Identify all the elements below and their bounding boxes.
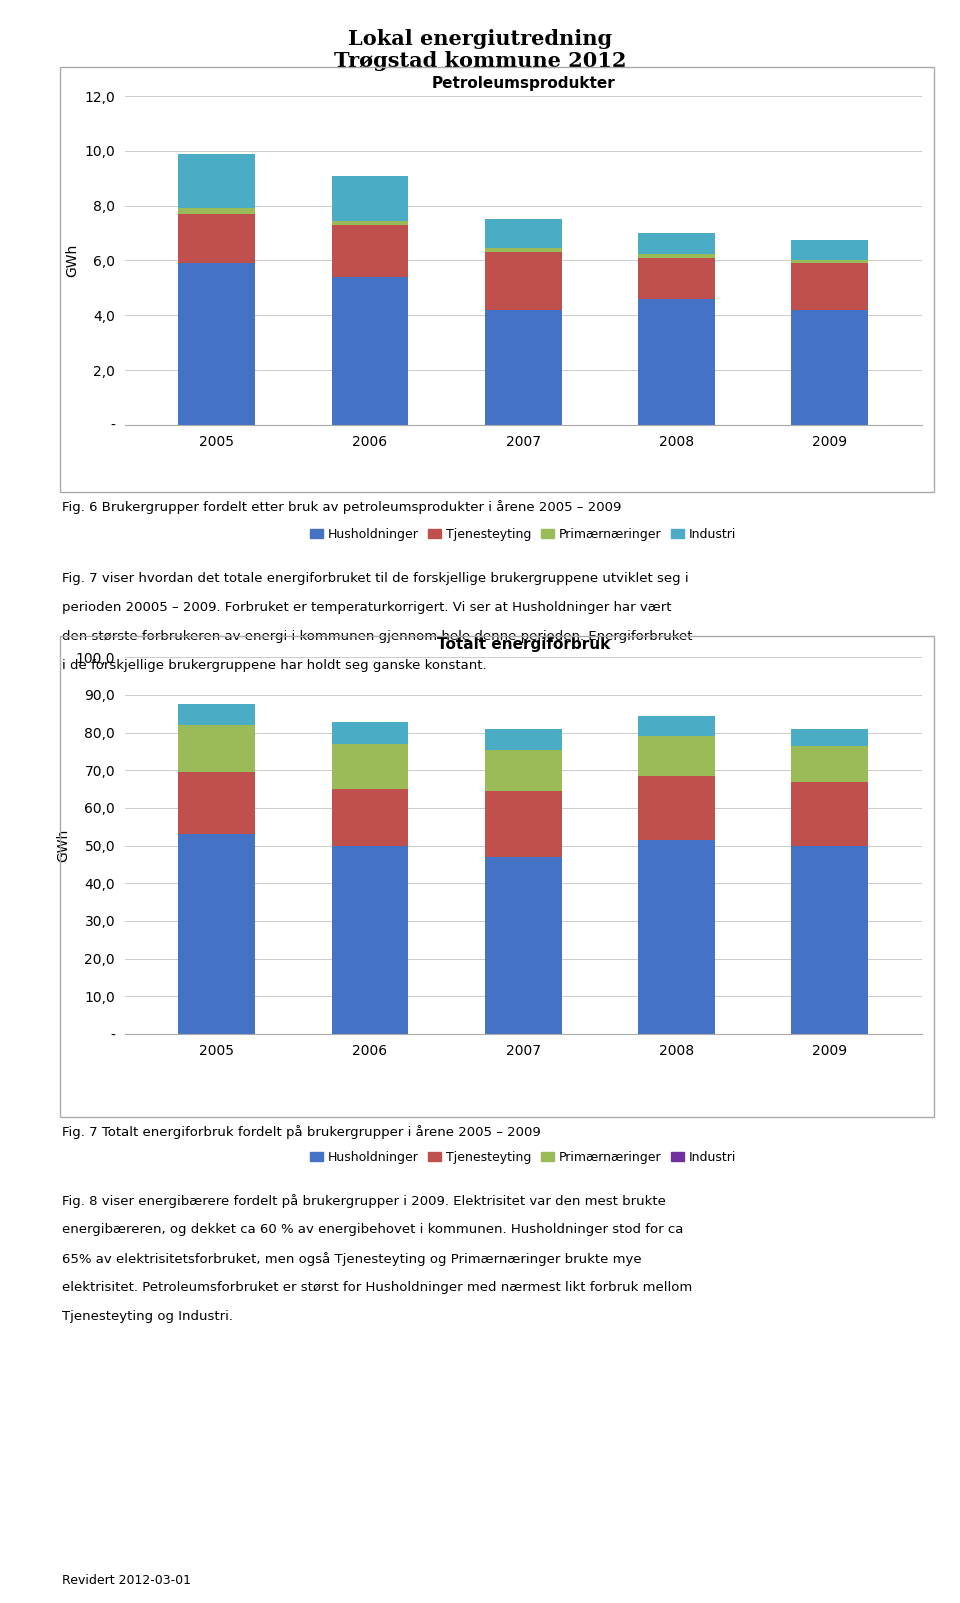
Bar — [638, 840, 715, 1034]
Y-axis label: GWh: GWh — [64, 244, 79, 277]
Bar — [331, 176, 408, 221]
Bar — [791, 260, 868, 263]
Text: perioden 20005 – 2009. Forbruket er temperaturkorrigert. Vi ser at Husholdninger: perioden 20005 – 2009. Forbruket er temp… — [62, 601, 672, 614]
Bar — [179, 834, 255, 1034]
Bar — [331, 789, 408, 846]
Legend: Husholdninger, Tjenesteyting, Primærnæringer, Industri: Husholdninger, Tjenesteyting, Primærnæri… — [305, 1146, 741, 1169]
Text: Tjenesteyting og Industri.: Tjenesteyting og Industri. — [62, 1310, 233, 1322]
Bar — [638, 736, 715, 776]
Text: i de forskjellige brukergruppene har holdt seg ganske konstant.: i de forskjellige brukergruppene har hol… — [62, 659, 487, 672]
Bar — [638, 298, 715, 425]
Bar — [791, 240, 868, 260]
Bar — [791, 263, 868, 309]
Text: Lokal energiutredning: Lokal energiutredning — [348, 29, 612, 48]
Bar — [331, 721, 408, 744]
Text: Trøgstad kommune 2012: Trøgstad kommune 2012 — [334, 51, 626, 71]
Text: Fig. 7 viser hvordan det totale energiforbruket til de forskjellige brukergruppe: Fig. 7 viser hvordan det totale energifo… — [62, 572, 689, 585]
Text: Fig. 7 Totalt energiforbruk fordelt på brukergrupper i årene 2005 – 2009: Fig. 7 Totalt energiforbruk fordelt på b… — [62, 1125, 541, 1140]
Bar — [331, 846, 408, 1034]
Text: energibæreren, og dekket ca 60 % av energibehovet i kommunen. Husholdninger stod: energibæreren, og dekket ca 60 % av ener… — [62, 1223, 684, 1236]
Bar — [179, 208, 255, 213]
Bar — [791, 782, 868, 846]
Bar — [179, 773, 255, 834]
Bar — [485, 220, 562, 248]
Bar — [331, 277, 408, 425]
Bar — [638, 715, 715, 736]
Bar — [638, 258, 715, 298]
Bar — [485, 729, 562, 750]
Bar — [638, 776, 715, 840]
Bar — [179, 213, 255, 263]
Bar — [485, 858, 562, 1034]
Bar — [331, 744, 408, 789]
Bar — [485, 790, 562, 858]
Bar — [331, 221, 408, 224]
Bar — [638, 255, 715, 258]
Text: Fig. 8 viser energibærere fordelt på brukergrupper i 2009. Elektrisitet var den : Fig. 8 viser energibærere fordelt på bru… — [62, 1194, 666, 1209]
Bar — [179, 263, 255, 425]
Text: 65% av elektrisitetsforbruket, men også Tjenesteyting og Primærnæringer brukte m: 65% av elektrisitetsforbruket, men også … — [62, 1252, 642, 1266]
Bar — [331, 224, 408, 277]
Text: Revidert 2012-03-01: Revidert 2012-03-01 — [62, 1574, 191, 1587]
Legend: Husholdninger, Tjenesteyting, Primærnæringer, Industri: Husholdninger, Tjenesteyting, Primærnæri… — [305, 523, 741, 547]
Title: Petroleumsprodukter: Petroleumsprodukter — [431, 75, 615, 91]
Bar — [485, 750, 562, 790]
Bar — [791, 846, 868, 1034]
Text: Fig. 6 Brukergrupper fordelt etter bruk av petroleumsprodukter i årene 2005 – 20: Fig. 6 Brukergrupper fordelt etter bruk … — [62, 500, 622, 515]
Bar — [179, 154, 255, 208]
Bar — [485, 248, 562, 252]
Bar — [791, 309, 868, 425]
Title: Totalt energiforbruk: Totalt energiforbruk — [437, 636, 610, 652]
Text: elektrisitet. Petroleumsforbruket er størst for Husholdninger med nærmest likt f: elektrisitet. Petroleumsforbruket er stø… — [62, 1281, 693, 1294]
Bar — [638, 232, 715, 255]
Text: den største forbrukeren av energi i kommunen gjennom hele denne perioden. Energi: den største forbrukeren av energi i komm… — [62, 630, 693, 643]
Bar — [179, 725, 255, 773]
Y-axis label: GWh: GWh — [56, 829, 70, 862]
Bar — [791, 745, 868, 782]
Bar — [791, 729, 868, 745]
Bar — [179, 704, 255, 725]
Bar — [485, 309, 562, 425]
Bar — [485, 252, 562, 309]
